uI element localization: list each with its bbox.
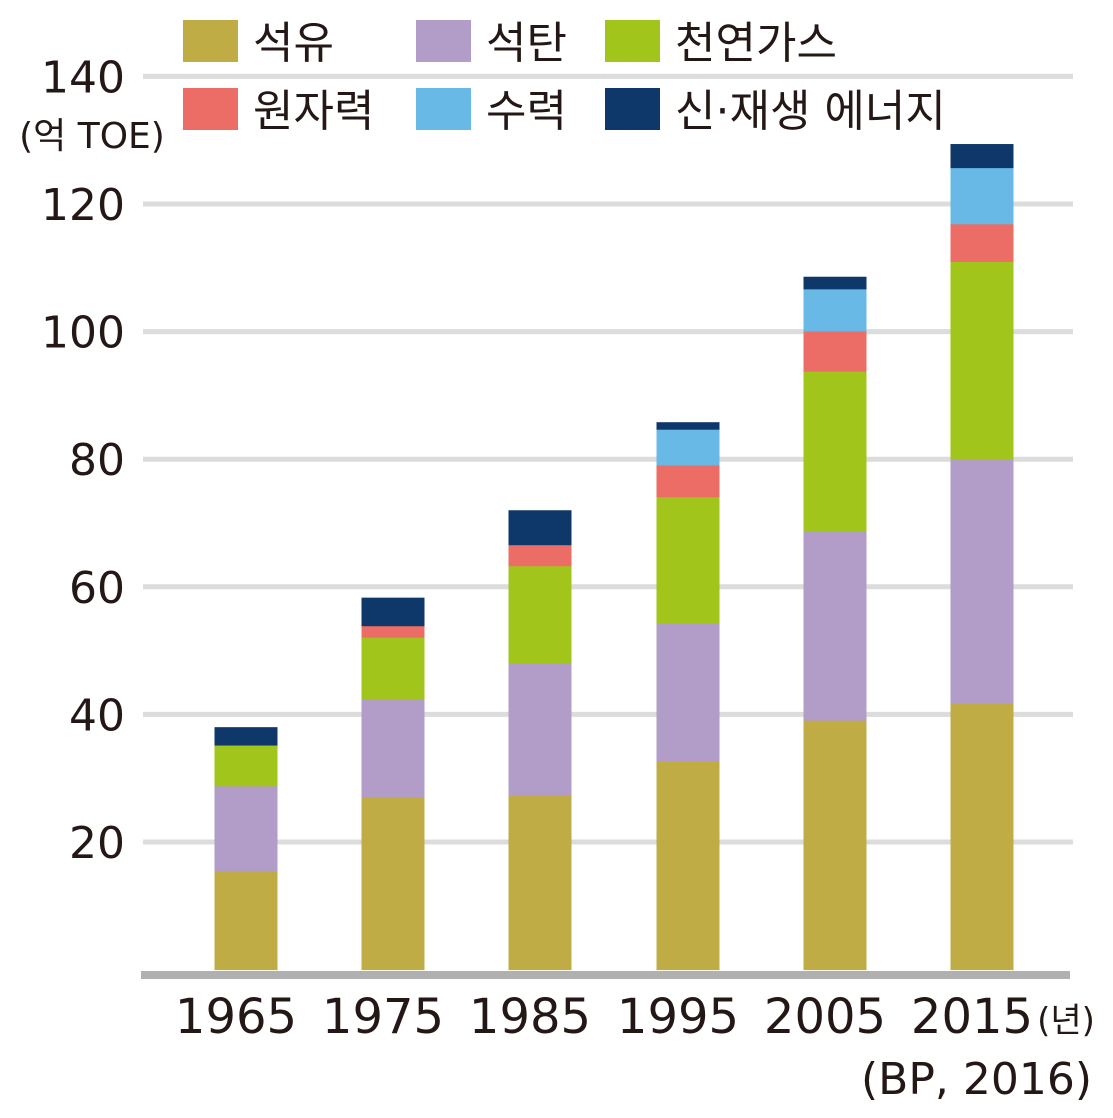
x-tick-label: 1985 [469, 989, 591, 1045]
bar-segment-3-1 [656, 623, 720, 762]
legend-label: 수력 [486, 86, 567, 137]
legend-label: 신·재생 에너지 [675, 86, 946, 137]
legend-swatch [416, 88, 471, 130]
bar-segment-3-2 [656, 496, 720, 624]
legend-swatch [183, 20, 238, 62]
bar-segment-5-5 [950, 144, 1014, 169]
y-tick-label: 20 [69, 818, 125, 869]
y-tick-label: 140 [41, 52, 125, 103]
bar-segment-5-3 [950, 223, 1014, 262]
x-axis-unit: (년) [1037, 1001, 1095, 1041]
legend-label: 원자력 [253, 86, 374, 137]
bar-segment-0-2 [214, 745, 278, 787]
legend-swatch [605, 20, 660, 62]
bar-segment-0-5 [214, 727, 278, 746]
bar-segment-1-0 [361, 797, 425, 971]
bar-segment-5-2 [950, 261, 1014, 460]
x-tick-label: 1965 [175, 989, 297, 1045]
legend-label: 석탄 [486, 18, 567, 69]
bar-segment-0-0 [214, 870, 278, 971]
bar-segment-2-3 [508, 544, 572, 567]
y-tick-label: 80 [69, 435, 125, 486]
bar-segment-4-3 [803, 330, 867, 372]
bar-segment-1-1 [361, 699, 425, 798]
bar-segment-3-0 [656, 760, 720, 971]
legend-swatch [183, 88, 238, 130]
y-tick-label: 40 [69, 690, 125, 741]
bar-segment-3-5 [656, 422, 720, 430]
bar-segment-1-5 [361, 597, 425, 627]
x-tick-label: 2005 [764, 989, 886, 1045]
x-tick-label: 2015 [911, 989, 1033, 1045]
legend-swatch [416, 20, 471, 62]
bar-segment-5-4 [950, 167, 1014, 225]
bar-segment-0-1 [214, 785, 278, 872]
bar-segment-5-0 [950, 702, 1014, 971]
y-axis-label: (억 TOE) [19, 116, 165, 157]
x-tick-label: 1975 [322, 989, 444, 1045]
bar-segment-4-1 [803, 531, 867, 721]
legend-label: 석유 [253, 18, 334, 69]
bar-segment-5-1 [950, 459, 1014, 704]
y-tick-label: 120 [41, 180, 125, 231]
bar-segment-2-2 [508, 565, 572, 664]
bar-segment-4-4 [803, 288, 867, 332]
y-tick-label: 60 [69, 563, 125, 614]
source-note: (BP, 2016) [861, 1054, 1092, 1105]
bar-segment-1-3 [361, 625, 425, 638]
bar-segment-4-2 [803, 371, 867, 532]
bar-segment-2-1 [508, 662, 572, 796]
bar-segment-2-5 [508, 510, 572, 546]
x-tick-label: 1995 [617, 989, 739, 1045]
y-tick-label: 100 [41, 308, 125, 359]
legend-swatch [605, 88, 660, 130]
bar-segment-2-0 [508, 794, 572, 971]
legend-label: 천연가스 [675, 18, 837, 69]
bar-segment-4-5 [803, 276, 867, 290]
bar-segment-1-2 [361, 637, 425, 700]
bar-segment-3-4 [656, 429, 720, 466]
bar-segment-4-0 [803, 720, 867, 971]
bar-segment-3-3 [656, 464, 720, 498]
